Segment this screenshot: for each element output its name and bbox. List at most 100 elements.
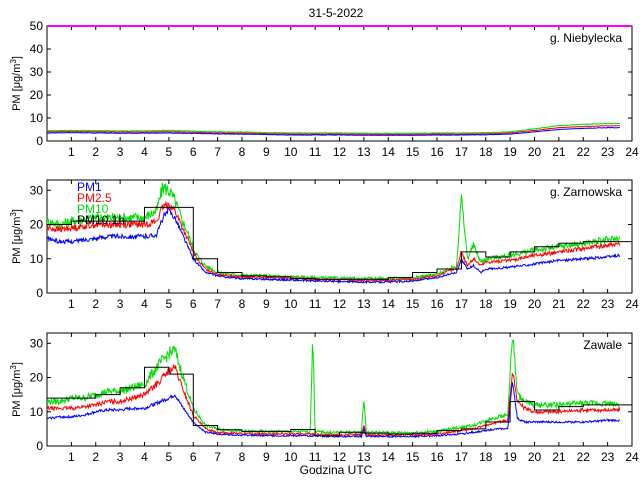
x-tick-label: 15 [406,450,420,464]
x-tick-label: 2 [92,450,99,464]
x-tick-label: 23 [601,145,615,159]
plot-area [46,332,633,447]
x-tick-label: 4 [141,450,148,464]
x-tick-label: 14 [382,450,396,464]
series-pm1 [47,382,620,439]
x-tick-label: 3 [117,145,124,159]
x-tick-label: 24 [625,297,639,311]
x-tick-label: 11 [309,297,322,311]
series-pm25 [47,125,620,136]
y-tick-label: 0 [36,134,43,148]
x-tick-label: 13 [357,297,371,311]
x-tick-label: 8 [239,297,246,311]
x-tick-label: 16 [430,145,444,159]
series-pm1 [47,126,620,137]
series-pm10_1h [47,206,632,280]
legend-entry: PM10 [77,202,109,216]
x-tick-label: 9 [263,145,270,159]
x-tick-label: 5 [166,450,173,464]
x-tick-label: 19 [503,145,517,159]
series-pm1 [47,207,621,285]
y-tick-label: 30 [30,183,44,197]
x-tick-label: 14 [382,145,396,159]
x-tick-label: 17 [455,450,469,464]
station-label: g. Niebylecka [550,31,622,45]
x-tick-label: 17 [455,297,469,311]
x-tick-label: 4 [141,145,148,159]
panel-3: 1 2 3 4 5 6 7 8 9 10 11 12 13 14 15 16 17 18 19 20 21 22 23 240… [9,332,639,464]
y-tick-label: 30 [30,336,44,350]
series-pm10_1h [47,366,632,437]
x-tick-label: 10 [284,145,298,159]
x-tick-label: 19 [503,297,517,311]
x-tick-label: 23 [601,297,615,311]
x-tick-label: 19 [503,450,517,464]
series-pm25 [47,364,621,438]
x-tick-label: 16 [430,297,444,311]
x-tick-label: 7 [214,297,221,311]
y-tick-label: 10 [30,252,44,266]
x-tick-label: 22 [577,145,591,159]
x-tick-label: 1 [68,297,75,311]
x-tick-label: 23 [601,450,615,464]
y-tick-label: 30 [30,65,44,79]
x-tick-label: 7 [214,145,221,159]
x-tick-label: 5 [166,297,173,311]
y-tick-label: 20 [30,218,44,232]
x-tick-label: 21 [552,297,566,311]
x-tick-label: 20 [528,297,542,311]
x-tick-label: 12 [333,297,347,311]
x-tick-label: 1 [68,145,75,159]
y-tick-label: 0 [36,286,43,300]
x-tick-label: 9 [263,297,270,311]
x-tick-label: 20 [528,145,542,159]
y-tick-label: 10 [30,405,44,419]
x-tick-label: 18 [479,450,493,464]
x-tick-label: 15 [406,145,420,159]
x-tick-label: 6 [190,297,197,311]
x-tick-label: 20 [528,450,542,464]
x-tick-label: 8 [239,145,246,159]
x-tick-label: 3 [117,297,124,311]
x-tick-label: 8 [239,450,246,464]
x-tick-label: 11 [309,145,322,159]
x-tick-label: 16 [430,450,444,464]
y-tick-label: 50 [30,19,44,33]
x-tick-label: 6 [190,145,197,159]
y-axis-label: PM [μg/m3] [9,209,23,264]
x-tick-label: 2 [92,145,99,159]
x-tick-label: 10 [284,450,298,464]
x-tick-label: 4 [141,297,148,311]
panel-2: 1 2 3 4 5 6 7 8 9 10 11 12 13 14 15 16 17 18 19 20 21 22 23 240… [9,179,639,311]
x-tick-label: 21 [552,145,566,159]
x-tick-label: 24 [625,145,639,159]
x-axis-label: Godzina UTC [300,463,373,477]
x-tick-label: 13 [357,450,371,464]
x-tick-label: 15 [406,297,420,311]
x-tick-label: 18 [479,145,493,159]
legend-entry: PM1 [77,180,102,194]
x-tick-label: 12 [333,145,347,159]
y-axis-label: PM [μg/m3] [9,362,23,417]
series-pm10 [47,182,621,282]
x-tick-label: 6 [190,450,197,464]
x-tick-label: 2 [92,297,99,311]
legend-entry: PM2.5 [77,191,112,205]
y-tick-label: 20 [30,88,44,102]
x-tick-label: 3 [117,450,124,464]
chart-title: 31-5-2022 [309,6,364,20]
x-tick-label: 17 [455,145,469,159]
x-tick-label: 10 [284,297,298,311]
x-tick-label: 21 [552,450,566,464]
y-tick-label: 10 [30,111,44,125]
x-tick-label: 11 [309,450,322,464]
series-pm10 [47,122,620,134]
x-tick-label: 1 [68,450,75,464]
x-tick-label: 9 [263,450,270,464]
x-tick-label: 13 [357,145,371,159]
x-tick-label: 18 [479,297,493,311]
plot-area [46,25,633,142]
station-label: Zawale [583,338,622,352]
x-tick-label: 14 [382,297,396,311]
